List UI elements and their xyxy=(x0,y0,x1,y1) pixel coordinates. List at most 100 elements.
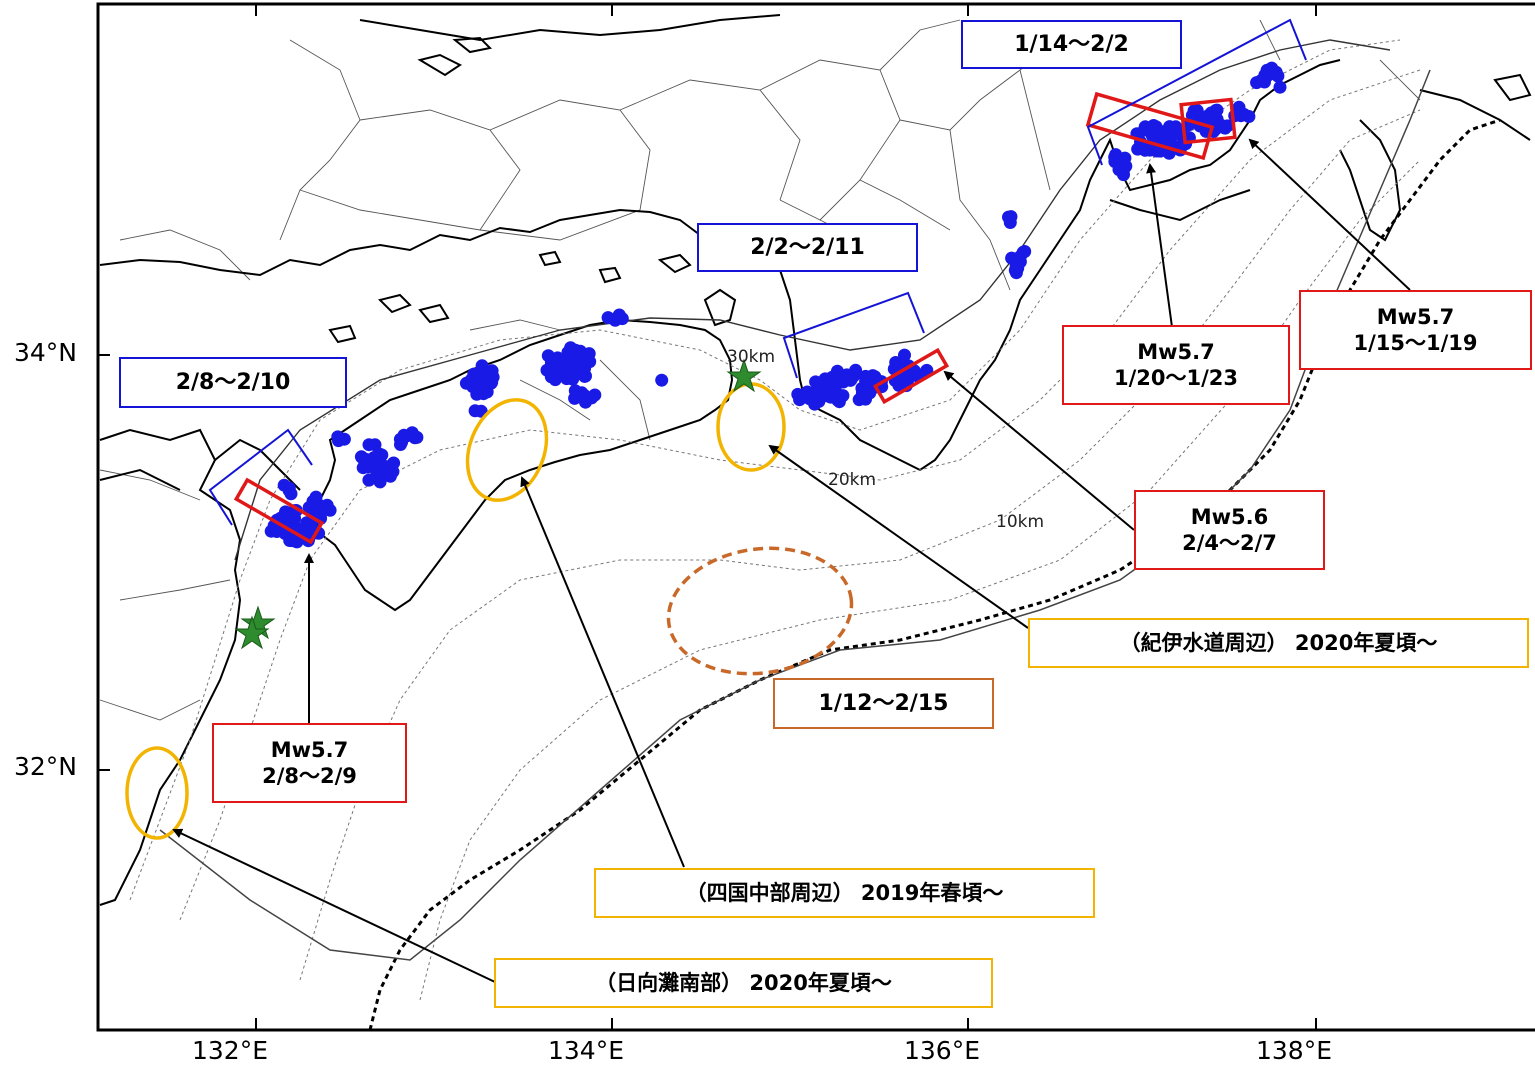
tremor-dot xyxy=(368,438,382,452)
sse-hyuganada xyxy=(125,746,189,840)
annotation-arrows xyxy=(172,138,1411,983)
nankai-trough xyxy=(368,118,1501,1031)
slab-line xyxy=(234,39,1391,561)
period-label-shikoku: 2/2〜2/11 xyxy=(697,223,918,272)
lon-tick-136: 136°E xyxy=(904,1036,981,1065)
period-text: 1/14〜2/2 xyxy=(1014,31,1129,57)
lon-tick-138: 138°E xyxy=(1256,1036,1333,1065)
event-dates: 2/8〜2/9 xyxy=(262,764,357,788)
bracket-tokai xyxy=(1086,18,1307,166)
tremor-dot xyxy=(791,387,805,401)
tremor-dot xyxy=(1209,103,1223,117)
tremor-epicenters xyxy=(264,61,1287,549)
period-brackets xyxy=(208,18,1307,526)
tremor-dot xyxy=(385,458,399,472)
sse-label-hyuganada: （日向灘南部） 2020年夏頃〜 xyxy=(494,958,993,1008)
period-text: 2/2〜2/11 xyxy=(750,234,865,260)
period-label-tokai: 1/14〜2/2 xyxy=(961,20,1182,69)
tremor-dot xyxy=(563,367,577,381)
tremor-dot xyxy=(485,366,498,380)
event-box-tokai xyxy=(1179,97,1237,145)
star-icon xyxy=(726,358,762,393)
event-dates: 2/4〜2/7 xyxy=(1182,531,1277,555)
event-magnitude: Mw5.7 xyxy=(270,737,349,762)
event-boxes xyxy=(233,91,1237,545)
tick-marks xyxy=(98,4,1317,1030)
tremor-dot xyxy=(1250,76,1264,90)
lon-tick-132: 132°E xyxy=(192,1036,269,1065)
tremor-dot xyxy=(1273,80,1287,94)
tremor-dot xyxy=(859,369,873,383)
tremor-dot xyxy=(601,311,615,325)
offshore-period-label: 1/12〜2/15 xyxy=(773,678,994,729)
tremor-dot xyxy=(548,373,562,387)
depth-label-20km: 20km xyxy=(828,470,877,490)
tremor-dot xyxy=(285,534,299,548)
tremor-dot xyxy=(568,391,582,405)
bracket-kii xyxy=(782,291,925,379)
tremor-dot xyxy=(612,309,626,323)
lon-tick-134: 134°E xyxy=(548,1036,625,1065)
tremor-dot xyxy=(1008,263,1022,277)
tremor-dot xyxy=(1131,142,1145,156)
event-magnitude: Mw5.6 xyxy=(1190,504,1269,529)
tremor-dot xyxy=(818,372,832,386)
period-text: 2/8〜2/10 xyxy=(175,369,291,395)
sse-text: （紀伊水道周辺） 2020年夏頃〜 xyxy=(1119,630,1438,655)
earthquake-stars xyxy=(234,358,762,650)
event-dates: 1/20〜1/23 xyxy=(1113,366,1238,390)
tremor-dot xyxy=(808,397,822,411)
event-box-kii xyxy=(872,347,950,405)
event-magnitude: Mw5.7 xyxy=(1137,339,1215,364)
event-label-aichi: Mw5.7 1/20〜1/23 xyxy=(1062,325,1290,405)
tremor-dot xyxy=(397,428,411,442)
event-label-tokai: Mw5.7 1/15〜1/19 xyxy=(1299,290,1532,370)
bracket-west xyxy=(208,428,313,526)
offshore-sse-area xyxy=(666,546,854,676)
tremor-dot xyxy=(1187,104,1201,118)
prefecture-boundaries xyxy=(99,19,1421,721)
plate-boundary-line xyxy=(159,69,1431,961)
sse-label-shikoku-central: （四国中部周辺） 2019年春頃〜 xyxy=(594,868,1095,918)
tremor-dot xyxy=(585,391,599,405)
period-label-west: 2/8〜2/10 xyxy=(119,357,347,408)
sse-text: （四国中部周辺） 2019年春頃〜 xyxy=(685,880,1004,905)
tremor-dot xyxy=(571,345,585,359)
tremor-dot xyxy=(836,389,850,403)
tremor-dot xyxy=(844,373,858,387)
tremor-dot xyxy=(578,361,592,375)
tremor-dot xyxy=(859,392,872,406)
star-icon xyxy=(234,615,270,650)
lat-tick-32: 32°N xyxy=(14,752,78,781)
tremor-dot xyxy=(323,503,337,517)
tremor-dot xyxy=(1138,120,1152,134)
tremor-dot xyxy=(277,478,291,492)
tremor-dot xyxy=(306,494,320,508)
tremor-dot xyxy=(898,374,912,388)
tremor-dot xyxy=(540,363,554,377)
tremor-dot xyxy=(474,375,488,389)
tremor-dot xyxy=(553,360,567,374)
tremor-dot xyxy=(383,469,397,483)
event-label-bungo: Mw5.7 2/8〜2/9 xyxy=(212,723,407,803)
depth-label-30km: 30km xyxy=(727,347,776,367)
sse-label-kii-channel: （紀伊水道周辺） 2020年夏頃〜 xyxy=(1028,618,1529,668)
tremor-dot xyxy=(1016,245,1030,259)
tremor-dot xyxy=(1004,210,1018,224)
tremor-dot xyxy=(1108,150,1122,164)
sse-shikoku-central xyxy=(465,398,549,502)
lat-tick-34: 34°N xyxy=(14,338,78,367)
tremor-dot xyxy=(898,348,911,362)
tremor-dot xyxy=(655,373,669,387)
tremor-dot xyxy=(468,404,482,418)
event-dates: 1/15〜1/19 xyxy=(1353,331,1478,355)
tremor-dot xyxy=(1117,163,1130,177)
tremor-dot xyxy=(1221,119,1234,133)
tremor-dot xyxy=(360,453,373,466)
tremor-dot xyxy=(331,430,345,444)
event-label-kii: Mw5.6 2/4〜2/7 xyxy=(1134,490,1325,570)
event-box-aichi xyxy=(1085,91,1215,161)
sse-text: （日向灘南部） 2020年夏頃〜 xyxy=(595,970,892,995)
depth-label-10km: 10km xyxy=(996,512,1045,532)
tremor-dot xyxy=(1118,151,1132,165)
